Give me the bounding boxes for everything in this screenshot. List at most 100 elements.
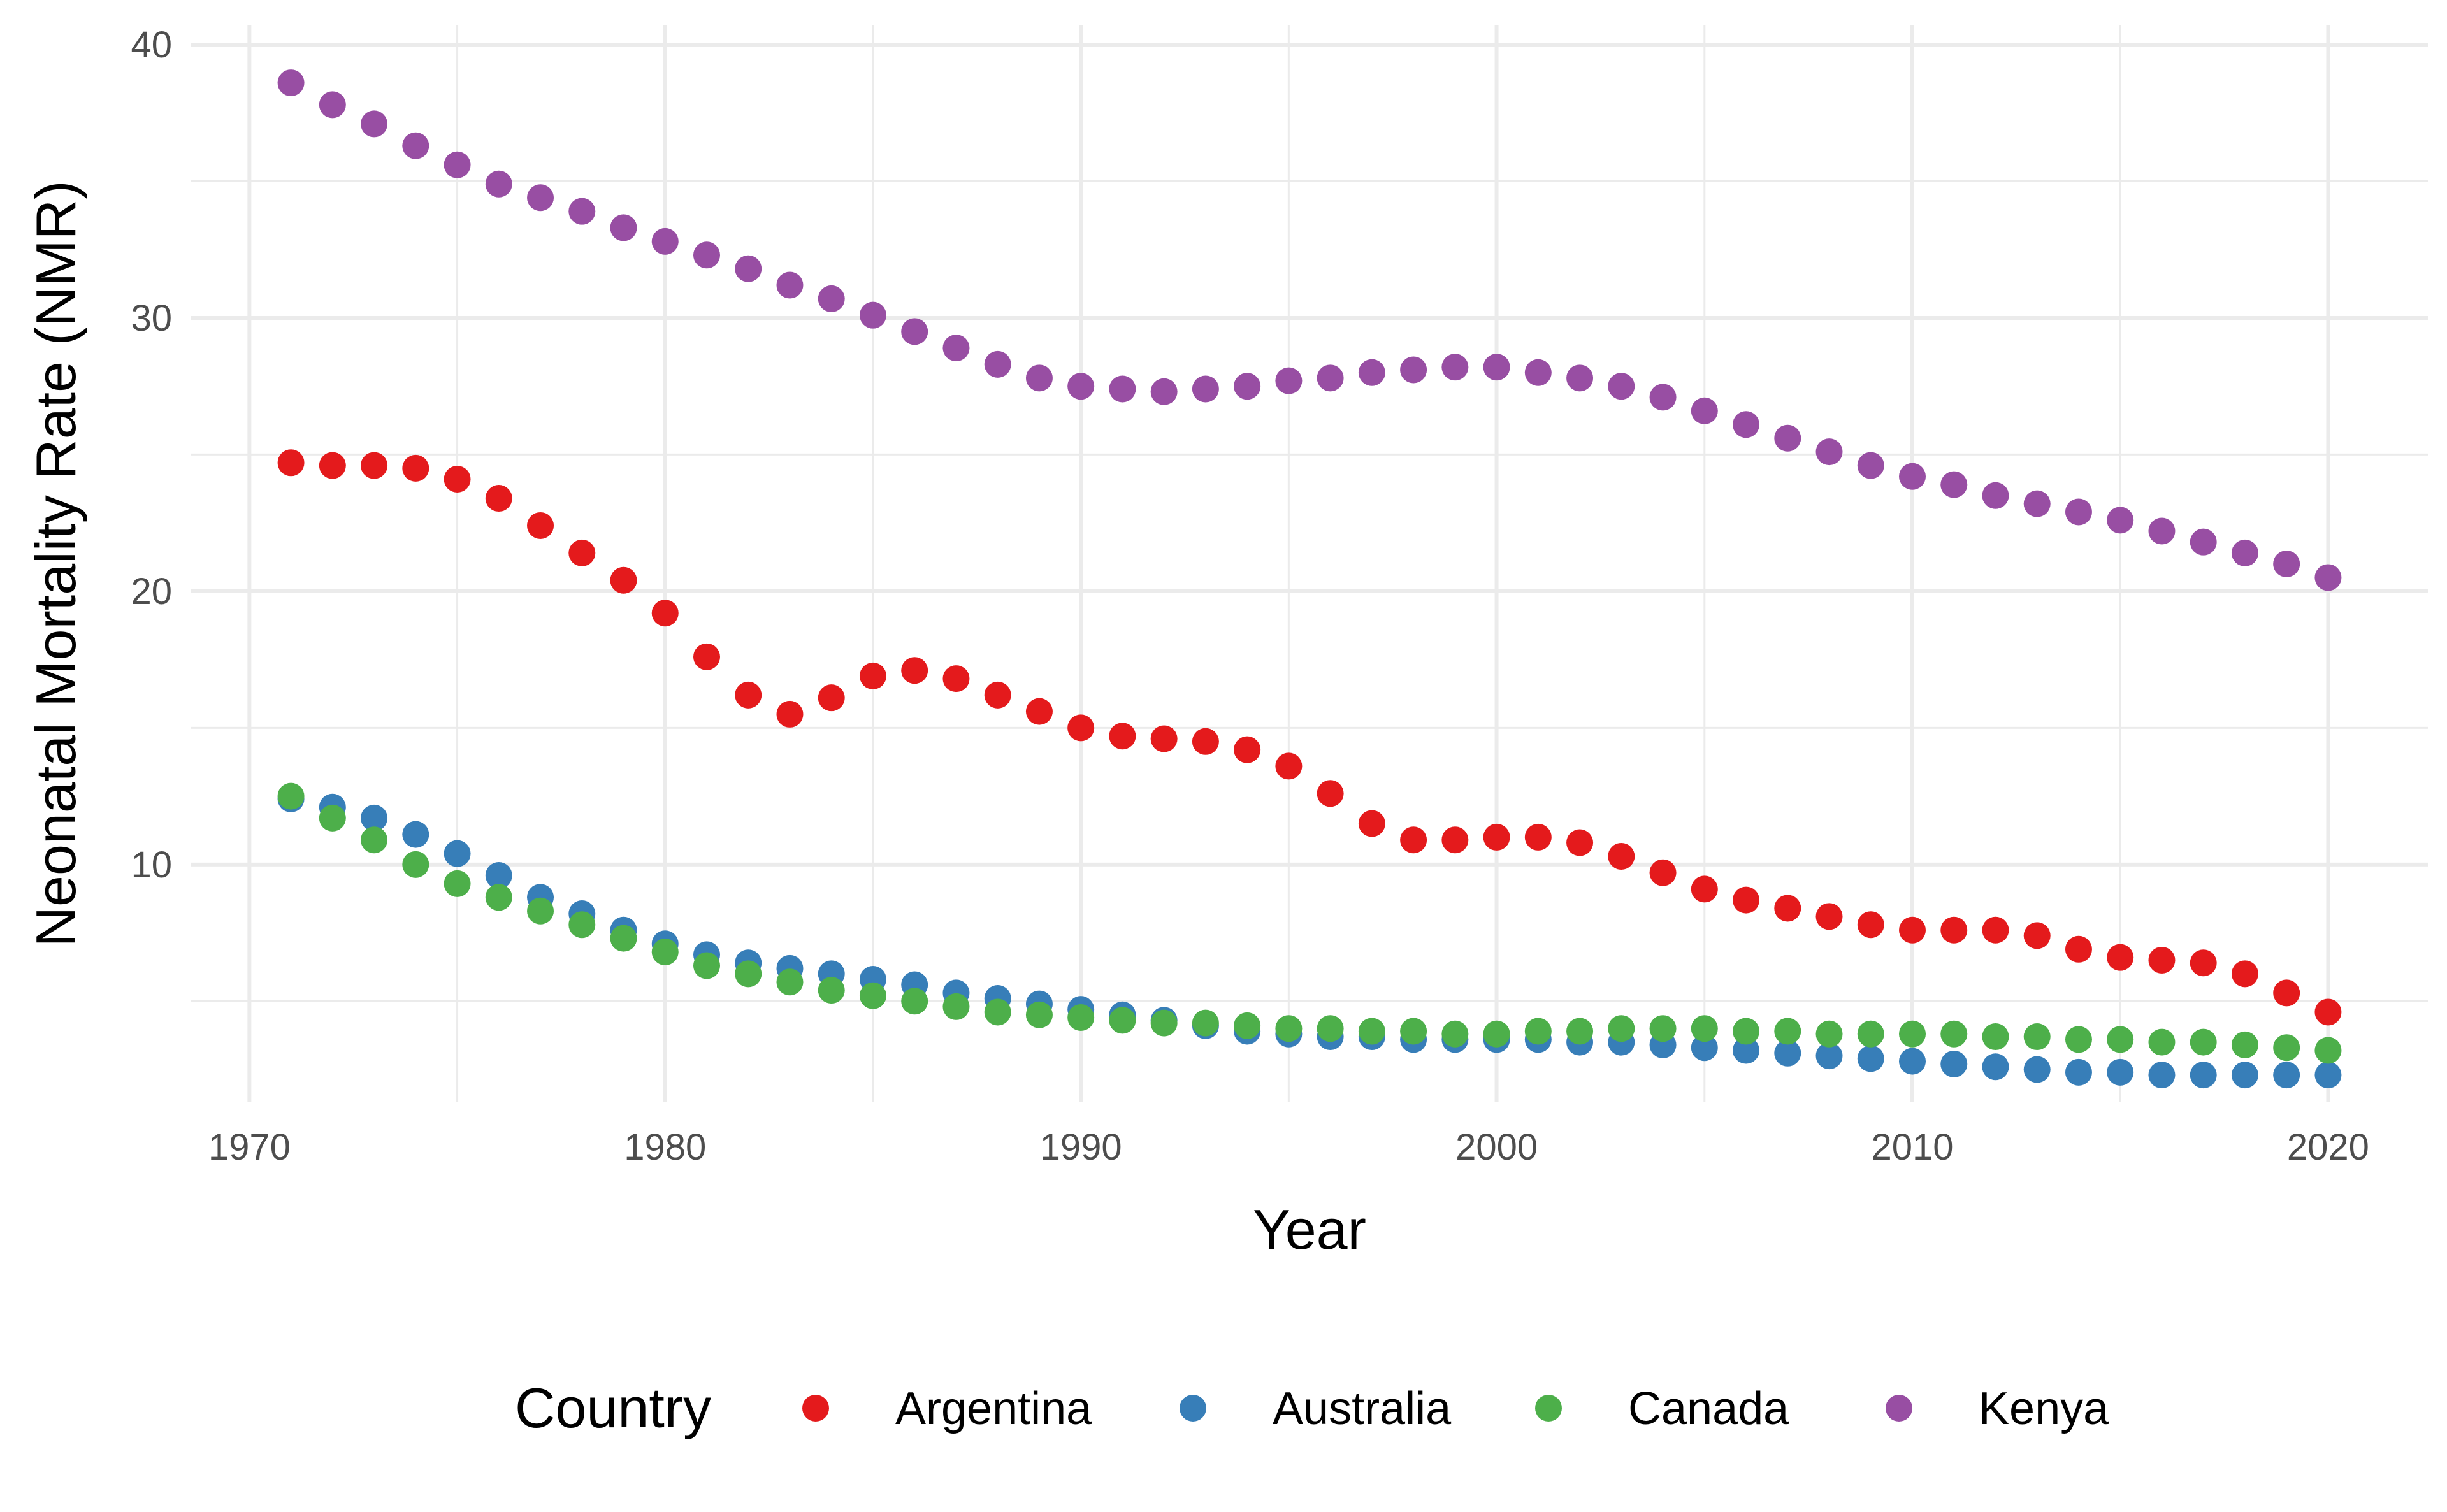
x-axis-tick-labels: 1970 1980 1990 2000 2010 2020 bbox=[208, 1127, 2369, 1168]
data-point bbox=[2273, 979, 2300, 1007]
data-point bbox=[1441, 1020, 1469, 1048]
data-point bbox=[818, 285, 845, 312]
data-point bbox=[568, 911, 596, 939]
data-point bbox=[2148, 1028, 2176, 1056]
y-axis-title: Neonatal Mortality Rate (NMR) bbox=[24, 181, 87, 947]
data-point bbox=[2065, 1026, 2092, 1053]
data-point bbox=[1815, 903, 1843, 930]
data-point bbox=[402, 454, 429, 482]
data-point bbox=[1483, 1020, 1510, 1048]
data-point bbox=[277, 449, 305, 477]
data-point bbox=[485, 170, 512, 198]
data-point bbox=[2148, 517, 2176, 545]
data-point bbox=[984, 998, 1011, 1026]
data-point bbox=[2190, 1028, 2217, 1056]
series-argentina bbox=[277, 449, 2342, 1026]
data-point bbox=[2190, 1062, 2217, 1089]
data-point bbox=[444, 151, 471, 178]
legend-title: Country bbox=[515, 1376, 711, 1439]
data-point bbox=[1483, 823, 1510, 851]
y-tick-label: 10 bbox=[131, 844, 172, 886]
data-point bbox=[1815, 1042, 1843, 1070]
data-point bbox=[1691, 1015, 1718, 1042]
data-point bbox=[1275, 367, 1303, 394]
data-point bbox=[693, 643, 720, 670]
legend-key bbox=[1535, 1395, 1562, 1422]
grid-lines bbox=[191, 25, 2428, 1102]
x-tick-label: 2000 bbox=[1455, 1127, 1538, 1168]
y-tick-label: 40 bbox=[131, 24, 172, 66]
data-point bbox=[1358, 359, 1385, 386]
data-point bbox=[2314, 1062, 2342, 1089]
data-point bbox=[319, 804, 346, 832]
data-point bbox=[2107, 1058, 2134, 1086]
data-point bbox=[1899, 1020, 1926, 1048]
data-point bbox=[1317, 364, 1344, 392]
data-point bbox=[1317, 1015, 1344, 1042]
data-point bbox=[1192, 375, 1219, 403]
data-point bbox=[610, 566, 637, 594]
data-point bbox=[1566, 1018, 1594, 1045]
data-point bbox=[1899, 463, 1926, 490]
data-point bbox=[1691, 397, 1718, 424]
data-point bbox=[1982, 1023, 2009, 1051]
data-point bbox=[1109, 375, 1136, 403]
data-point bbox=[1067, 1004, 1095, 1032]
data-point bbox=[2231, 960, 2258, 988]
data-point bbox=[693, 241, 720, 269]
data-point bbox=[277, 69, 305, 97]
data-point bbox=[1649, 384, 1677, 411]
data-point bbox=[1025, 698, 1053, 725]
data-point bbox=[1524, 359, 1552, 386]
data-point bbox=[1566, 829, 1594, 856]
legend-key bbox=[802, 1395, 829, 1422]
data-point bbox=[651, 939, 679, 966]
data-point bbox=[735, 960, 762, 988]
data-point bbox=[1899, 1048, 1926, 1075]
data-point bbox=[2314, 1037, 2342, 1064]
data-point bbox=[735, 255, 762, 282]
data-point bbox=[901, 657, 928, 684]
data-point bbox=[1649, 1015, 1677, 1042]
data-point bbox=[651, 600, 679, 627]
data-point bbox=[2065, 498, 2092, 526]
data-point bbox=[1774, 424, 1801, 452]
data-point bbox=[1982, 1053, 2009, 1081]
x-tick-label: 1970 bbox=[208, 1127, 291, 1168]
data-point bbox=[1150, 725, 1178, 752]
data-point bbox=[1733, 1037, 1760, 1064]
data-point bbox=[1774, 1039, 1801, 1067]
data-point bbox=[2023, 1056, 2051, 1083]
x-tick-label: 1980 bbox=[624, 1127, 706, 1168]
data-point bbox=[1815, 1020, 1843, 1048]
data-point bbox=[2231, 1062, 2258, 1089]
x-tick-label: 1990 bbox=[1040, 1127, 1122, 1168]
legend: Country Argentina Australia Canada Kenya bbox=[515, 1376, 2109, 1439]
data-point bbox=[2065, 1058, 2092, 1086]
data-point bbox=[444, 870, 471, 897]
data-point bbox=[693, 952, 720, 979]
data-point bbox=[1608, 373, 1635, 400]
y-tick-label: 20 bbox=[131, 571, 172, 612]
data-point bbox=[1234, 736, 1261, 763]
data-point bbox=[1317, 780, 1344, 807]
data-point bbox=[1940, 1020, 1968, 1048]
data-point bbox=[277, 782, 305, 810]
data-point bbox=[361, 804, 388, 832]
data-point bbox=[1608, 1015, 1635, 1042]
data-point bbox=[1192, 728, 1219, 755]
data-point bbox=[2107, 944, 2134, 971]
legend-label: Argentina bbox=[895, 1383, 1092, 1434]
data-point bbox=[1691, 875, 1718, 903]
data-point bbox=[1025, 364, 1053, 392]
data-point bbox=[1691, 1034, 1718, 1062]
data-point bbox=[2023, 922, 2051, 949]
data-point bbox=[1566, 364, 1594, 392]
data-point bbox=[2273, 1062, 2300, 1089]
data-point bbox=[2190, 528, 2217, 556]
legend-label: Canada bbox=[1628, 1383, 1789, 1434]
data-point bbox=[1524, 823, 1552, 851]
data-point bbox=[1358, 1018, 1385, 1045]
data-point bbox=[2273, 1034, 2300, 1062]
